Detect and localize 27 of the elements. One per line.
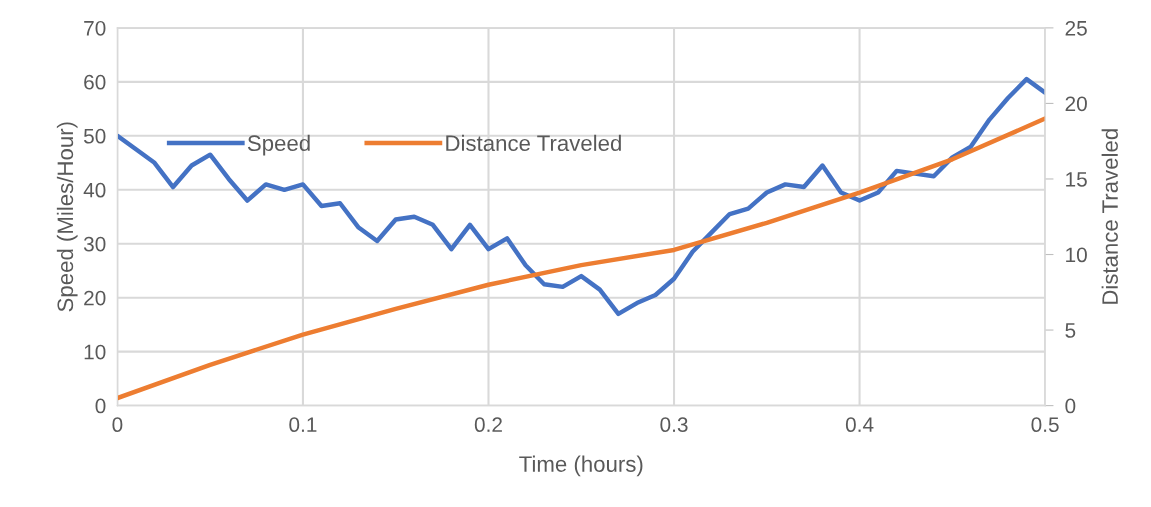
y-tick-label: 0 — [95, 398, 106, 414]
y2-tick-label: 0 — [1065, 398, 1076, 414]
y2-tick-label: 25 — [1065, 20, 1087, 36]
legend-label: Speed — [247, 134, 310, 156]
x-axis-title: Time (hours) — [519, 455, 643, 477]
y2-tick-label: 20 — [1065, 96, 1087, 112]
y-axis-title: Speed (Miles/Hour) — [56, 122, 78, 312]
x-tick-label: 0.5 — [1031, 417, 1059, 433]
y2-axis-title: Distance Traveled — [1101, 129, 1118, 304]
y-tick-label: 50 — [83, 128, 106, 144]
line-series — [117, 76, 1046, 317]
y-tick-label: 60 — [84, 74, 106, 90]
y2-tick-label: 15 — [1066, 172, 1087, 187]
y2-tick-label: 10 — [1066, 247, 1087, 263]
x-tick-label: 0 — [112, 417, 123, 433]
y-tick-label: 30 — [83, 236, 106, 252]
y-tick-label: 70 — [84, 20, 106, 36]
y-tick-label: 40 — [83, 182, 106, 198]
x-tick-label: 0.4 — [845, 417, 874, 433]
x-tick-label: 0.2 — [474, 417, 502, 433]
line-series — [117, 116, 1046, 401]
legend-label: Distance Traveled — [446, 134, 621, 152]
y-tick-label: 20 — [84, 290, 106, 306]
x-tick-label: 0.3 — [660, 417, 688, 433]
y2-tick-label: 5 — [1065, 323, 1076, 338]
y-tick-label: 10 — [84, 344, 106, 360]
x-tick-label: 0.1 — [289, 417, 317, 433]
